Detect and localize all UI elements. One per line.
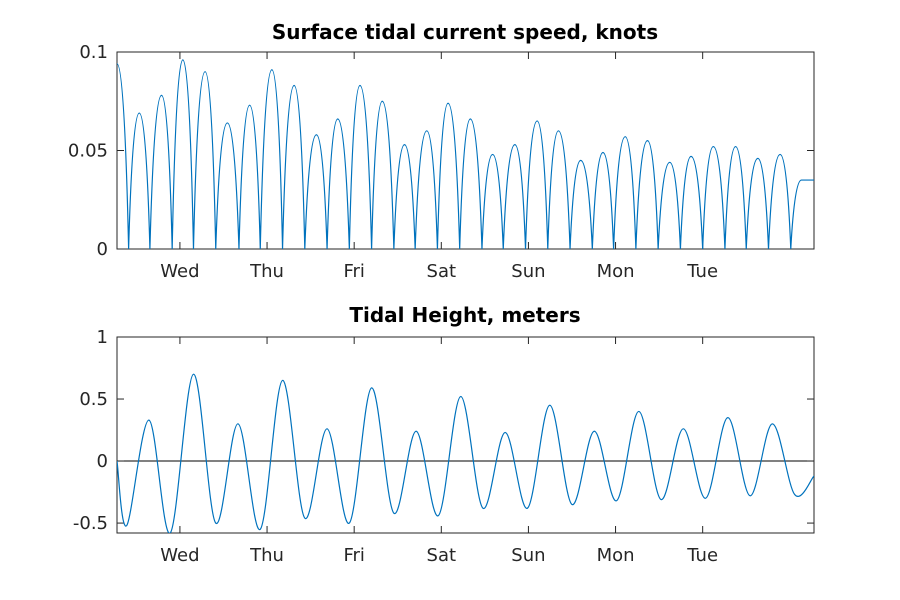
current-speed-ytick-label: 0.05 bbox=[68, 141, 108, 162]
tidal-height-ytick-label: 0 bbox=[97, 451, 108, 472]
tidal-height-xtick-label: Sun bbox=[511, 545, 545, 566]
tidal-height-xtick-label: Mon bbox=[597, 545, 635, 566]
current-speed-xtick-label: Thu bbox=[249, 261, 284, 282]
tidal-height-axes-box bbox=[116, 336, 815, 534]
current-speed-series-line bbox=[117, 59, 814, 249]
current-speed-ytick-label: 0 bbox=[97, 239, 108, 260]
tidal-height-ytick-label: 1 bbox=[97, 327, 108, 348]
current-speed-panel: Surface tidal current speed, knots 0 0.05… bbox=[68, 20, 815, 282]
tidal-height-xtick-label: Wed bbox=[160, 545, 199, 566]
tidal-height-xtick-label: Sat bbox=[427, 545, 457, 566]
tidal-height-panel: Tidal Height, meters -0.5 0 0.5 1 Wed Thu Fri S… bbox=[73, 303, 815, 566]
tidal-height-title: Tidal Height, meters bbox=[349, 303, 580, 327]
tidal-height-xtick-label: Thu bbox=[249, 545, 284, 566]
current-speed-xtick-label: Sat bbox=[427, 261, 457, 282]
tidal-height-xtick-label: Tue bbox=[686, 545, 718, 566]
tidal-height-series-line bbox=[117, 373, 814, 533]
current-speed-xtick-label: Fri bbox=[343, 261, 364, 282]
current-speed-title: Surface tidal current speed, knots bbox=[272, 20, 658, 44]
current-speed-xtick-label: Sun bbox=[511, 261, 545, 282]
current-speed-xtick-label: Mon bbox=[597, 261, 635, 282]
tidal-height-xtick-label: Fri bbox=[343, 545, 364, 566]
tidal-height-ytick-label: -0.5 bbox=[73, 513, 108, 534]
current-speed-ytick-label: 0.1 bbox=[79, 42, 108, 63]
tidal-height-ytick-label: 0.5 bbox=[79, 389, 108, 410]
current-speed-plot-area: 0 0.05 0.1 Wed Thu Fri Sat Sun Mon Tue bbox=[68, 42, 815, 282]
tidal-height-plot-area: -0.5 0 0.5 1 Wed Thu Fri Sat Sun Mon Tue bbox=[73, 327, 815, 566]
current-speed-xtick-label: Tue bbox=[686, 261, 718, 282]
current-speed-xtick-label: Wed bbox=[160, 261, 199, 282]
